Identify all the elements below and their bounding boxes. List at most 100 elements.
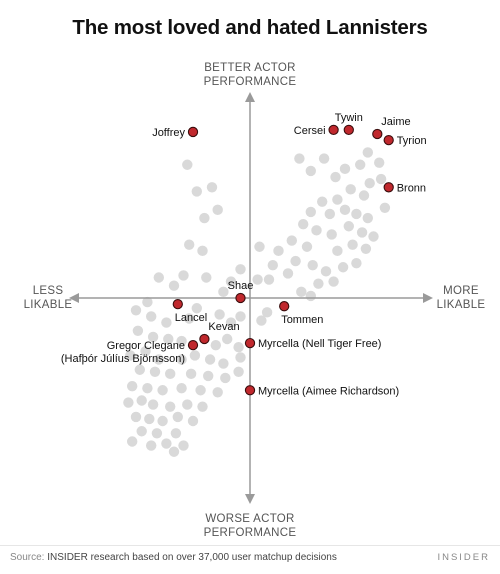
point-label: Lancel bbox=[175, 312, 207, 324]
background-point bbox=[136, 426, 147, 437]
background-point bbox=[347, 239, 358, 250]
highlight-point bbox=[383, 182, 394, 193]
background-point bbox=[273, 245, 284, 257]
background-point bbox=[140, 346, 151, 357]
arrow-down-icon bbox=[245, 494, 255, 504]
point-label: Myrcella (Nell Tiger Free) bbox=[258, 338, 381, 350]
background-point bbox=[307, 260, 318, 271]
source-note: Source: INSIDER research based on over 3… bbox=[10, 552, 337, 563]
background-point bbox=[184, 313, 195, 324]
background-point bbox=[296, 286, 307, 298]
point-label: Cersei bbox=[294, 125, 326, 137]
background-point bbox=[318, 153, 330, 164]
highlight-point bbox=[279, 301, 290, 312]
background-point bbox=[324, 208, 335, 220]
background-point bbox=[203, 370, 214, 382]
background-point bbox=[254, 241, 265, 252]
arrow-up-icon bbox=[245, 92, 255, 102]
background-point bbox=[149, 366, 161, 377]
background-point bbox=[176, 354, 187, 365]
background-point bbox=[185, 368, 197, 380]
background-point bbox=[233, 366, 244, 377]
background-point bbox=[206, 182, 218, 193]
background-point bbox=[218, 286, 229, 298]
background-point bbox=[189, 350, 201, 361]
background-point bbox=[197, 245, 208, 257]
background-point bbox=[343, 221, 354, 232]
background-point bbox=[286, 235, 297, 246]
point-label: Bronn bbox=[397, 182, 426, 194]
background-point bbox=[187, 415, 199, 427]
highlight-point bbox=[244, 337, 256, 349]
background-point bbox=[153, 354, 164, 365]
background-point bbox=[351, 257, 362, 269]
highlight-point bbox=[383, 134, 394, 146]
background-point bbox=[214, 309, 225, 320]
axis-label-left: LESS LIKABLE bbox=[24, 285, 73, 311]
background-point bbox=[339, 204, 351, 216]
background-point bbox=[201, 272, 212, 283]
background-point bbox=[351, 208, 362, 220]
background-point bbox=[330, 171, 341, 183]
background-point bbox=[176, 335, 187, 347]
background-point bbox=[375, 173, 387, 185]
background-point bbox=[235, 352, 246, 363]
source-text: INSIDER research based on over 37,000 us… bbox=[47, 552, 337, 563]
background-point bbox=[134, 364, 145, 375]
background-point bbox=[132, 325, 144, 336]
background-point bbox=[197, 401, 208, 412]
background-point bbox=[345, 184, 356, 195]
background-point bbox=[161, 317, 172, 328]
background-point bbox=[146, 440, 157, 451]
point-label: Jaime bbox=[381, 116, 410, 128]
background-point bbox=[125, 350, 136, 361]
background-point bbox=[168, 446, 180, 457]
background-point bbox=[146, 311, 157, 322]
highlight-point bbox=[172, 298, 183, 310]
point-label: Shae bbox=[228, 280, 254, 292]
background-point bbox=[142, 383, 153, 394]
background-point bbox=[298, 219, 309, 230]
background-point bbox=[220, 372, 231, 384]
source-label: Source: bbox=[10, 552, 45, 563]
highlight-point bbox=[328, 124, 339, 136]
background-point bbox=[235, 311, 246, 322]
background-point bbox=[172, 411, 183, 423]
background-point bbox=[337, 262, 349, 273]
footer-divider bbox=[0, 545, 500, 546]
background-point bbox=[355, 159, 366, 170]
background-point bbox=[358, 190, 370, 201]
background-point bbox=[294, 153, 305, 164]
point-label: Tyrion bbox=[397, 135, 427, 147]
background-point bbox=[212, 387, 223, 398]
background-point bbox=[379, 202, 391, 213]
background-point bbox=[364, 178, 375, 189]
background-points bbox=[123, 147, 391, 457]
background-point bbox=[165, 401, 176, 412]
background-point bbox=[195, 385, 206, 396]
background-point bbox=[320, 266, 332, 277]
background-point bbox=[153, 272, 164, 283]
background-point bbox=[332, 245, 343, 257]
background-point bbox=[360, 243, 372, 254]
background-point bbox=[225, 317, 237, 328]
highlight-point bbox=[343, 124, 354, 136]
background-point bbox=[182, 159, 193, 170]
point-label: Joffrey bbox=[152, 127, 185, 139]
highlighted-points: Joffrey Cersei Tywin Jaime Tyrion Bronn Shae La… bbox=[61, 112, 427, 397]
chart-title: The most loved and hated Lannisters bbox=[72, 16, 428, 39]
background-point bbox=[178, 270, 189, 281]
highlight-point bbox=[372, 128, 383, 140]
background-point bbox=[191, 186, 202, 197]
highlight-point bbox=[244, 385, 256, 396]
axis-labels: BETTER ACTOR PERFORMANCE WORSE ACTOR PERFOR… bbox=[24, 62, 485, 539]
background-point bbox=[263, 274, 275, 285]
arrow-left-icon bbox=[69, 293, 79, 303]
background-point bbox=[305, 206, 316, 218]
background-point bbox=[233, 342, 244, 353]
background-point bbox=[165, 368, 176, 380]
background-point bbox=[261, 307, 273, 318]
background-point bbox=[368, 231, 379, 242]
background-point bbox=[290, 255, 301, 267]
